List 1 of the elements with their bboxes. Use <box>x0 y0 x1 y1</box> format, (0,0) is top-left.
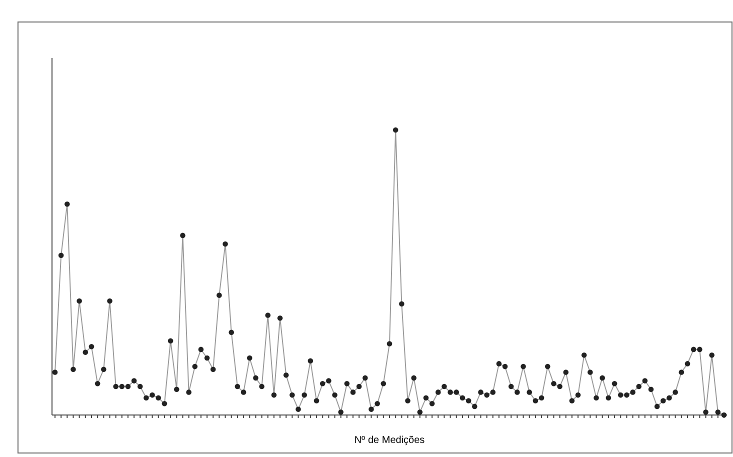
x-axis-title: Nº de Medições <box>354 435 425 446</box>
